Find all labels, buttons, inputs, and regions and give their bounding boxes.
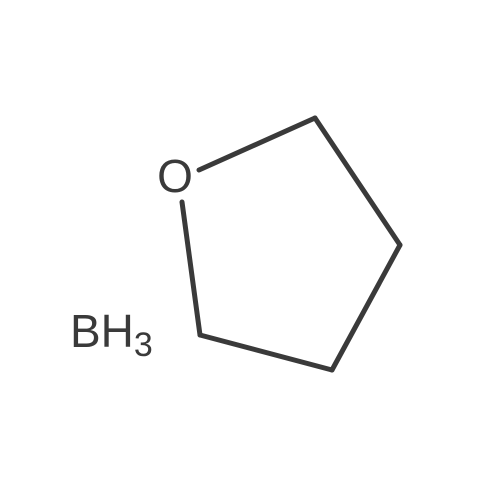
bond-o-c2	[199, 118, 315, 170]
bond-c3-c4	[332, 245, 400, 370]
bh3-label: BH3	[70, 305, 153, 364]
oxygen-atom-label: O	[157, 150, 193, 202]
bonds-group	[182, 118, 400, 370]
bond-c4-c5	[200, 335, 332, 370]
bond-c2-c3	[315, 118, 400, 245]
bh3-sub: 3	[134, 326, 153, 364]
molecule-diagram: O BH3	[0, 0, 500, 500]
bond-c5-o	[182, 202, 200, 335]
bh3-main: BH	[70, 305, 134, 357]
